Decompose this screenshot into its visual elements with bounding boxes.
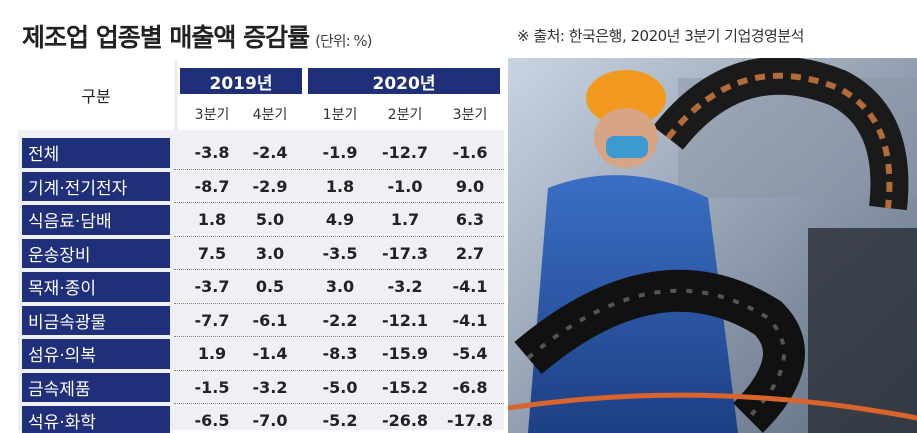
- year-header: 2020년: [308, 68, 500, 94]
- row-separator: [174, 336, 504, 337]
- value-cell: -6.1: [252, 310, 288, 330]
- year-header: 2019년: [180, 68, 302, 94]
- row-label: 목재·종이: [22, 272, 170, 302]
- value-cell: -12.1: [381, 310, 429, 330]
- value-cell: 0.5: [255, 277, 285, 297]
- value-cell: -3.7: [194, 277, 230, 297]
- value-cell: -1.5: [194, 377, 230, 397]
- value-cell: -6.8: [452, 377, 488, 397]
- value-cell: -17.3: [381, 243, 429, 263]
- row-separator: [174, 403, 504, 404]
- row-separator: [174, 369, 504, 371]
- unit: (단위: %): [315, 32, 372, 50]
- value-cell: 1.8: [197, 210, 227, 230]
- value-cell: -3.8: [194, 143, 230, 163]
- quarter-header: 3분기: [452, 107, 488, 123]
- row-label: 전체: [22, 138, 170, 168]
- value-cell: -1.4: [252, 344, 288, 364]
- value-cell: -3.2: [387, 277, 423, 297]
- title-text: 제조업 업종별 매출액 증감률: [22, 23, 310, 52]
- value-cell: -3.2: [252, 377, 288, 397]
- value-cell: -15.2: [381, 377, 429, 397]
- value-cell: -3.5: [322, 243, 358, 263]
- title: 제조업 업종별 매출액 증감률 (단위: %): [22, 18, 373, 54]
- value-cell: 2.7: [455, 243, 485, 263]
- quarter-header: 3분기: [194, 107, 230, 123]
- row-separator: [174, 168, 504, 170]
- value-cell: -5.4: [452, 344, 488, 364]
- value-cell: 4.9: [325, 210, 355, 230]
- value-cell: 7.5: [197, 243, 227, 263]
- value-cell: -1.6: [452, 143, 488, 163]
- quarter-header: 2분기: [387, 107, 423, 123]
- value-cell: -1.9: [322, 143, 358, 163]
- row-label: 석유·화학: [22, 406, 170, 433]
- value-cell: 1.8: [325, 176, 355, 196]
- value-cell: 9.0: [455, 176, 485, 196]
- value-cell: -6.5: [194, 411, 230, 431]
- value-cell: -15.9: [381, 344, 429, 364]
- value-cell: -12.7: [381, 143, 429, 163]
- value-cell: -5.0: [322, 377, 358, 397]
- row-separator: [174, 235, 504, 237]
- value-cell: -8.7: [194, 176, 230, 196]
- source: ※ 출처: 한국은행, 2020년 3분기 기업경영분석: [517, 27, 804, 45]
- row-label: 운송장비: [22, 238, 170, 268]
- quarter-header: 4분기: [252, 107, 288, 123]
- value-cell: -7.7: [194, 310, 230, 330]
- row-separator: [174, 302, 504, 304]
- value-cell: -8.3: [322, 344, 358, 364]
- value-cell: -2.4: [252, 143, 288, 163]
- row-label: 기계·전기전자: [22, 171, 170, 201]
- value-cell: -1.0: [387, 176, 423, 196]
- row-label: 섬유·의복: [22, 339, 170, 369]
- value-cell: -7.0: [252, 411, 288, 431]
- row-label: 식음료·담배: [22, 205, 170, 235]
- value-cell: 6.3: [455, 210, 485, 230]
- value-cell: 3.0: [255, 243, 285, 263]
- value-cell: -2.9: [252, 176, 288, 196]
- value-cell: -4.1: [452, 310, 488, 330]
- value-cell: 1.7: [390, 210, 420, 230]
- value-cell: 1.9: [197, 344, 227, 364]
- row-separator: [174, 269, 504, 270]
- photo: [508, 58, 917, 433]
- value-cell: 3.0: [325, 277, 355, 297]
- value-cell: -17.8: [446, 411, 494, 431]
- value-cell: -5.2: [322, 411, 358, 431]
- value-cell: -2.2: [322, 310, 358, 330]
- value-cell: -4.1: [452, 277, 488, 297]
- row-label: 비금속광물: [22, 305, 170, 335]
- corner: 구분: [18, 60, 174, 130]
- value-cell: -26.8: [381, 411, 429, 431]
- value-cell: 5.0: [255, 210, 285, 230]
- row-label: 금속제품: [22, 372, 170, 402]
- row-separator: [174, 202, 504, 203]
- quarter-header: 1분기: [322, 107, 358, 123]
